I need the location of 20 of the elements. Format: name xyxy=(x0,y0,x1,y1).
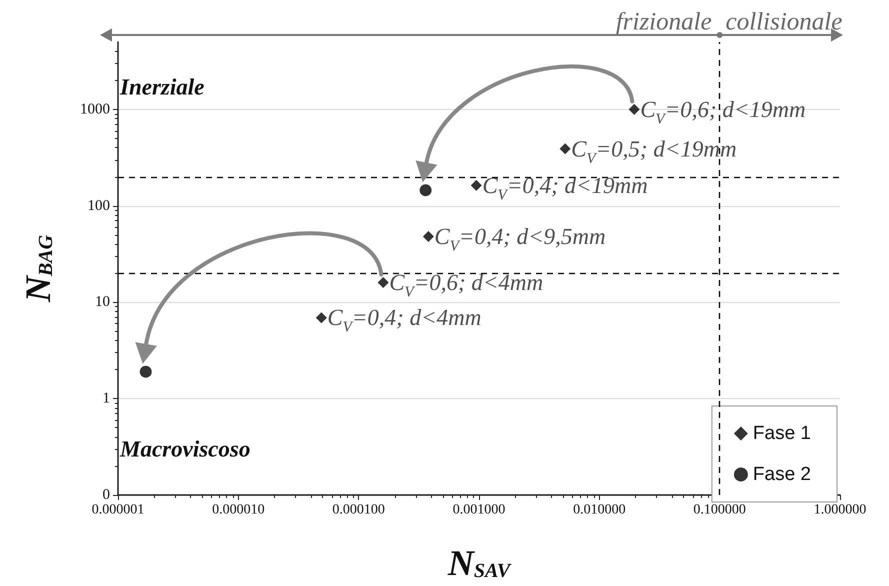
x-tick-label: 0.100000 xyxy=(693,502,746,518)
text: collisionale xyxy=(726,8,842,36)
x-tick-label: 0.000001 xyxy=(92,502,144,518)
y-tick-label: 0 xyxy=(102,487,110,503)
legend-label: Fase 1 xyxy=(752,423,812,444)
x-tick-label: 0.010000 xyxy=(573,502,626,518)
legend-label: Fase 2 xyxy=(752,464,812,485)
x-tick-label: 1.000000 xyxy=(814,502,866,518)
x-tick-label: 0.000100 xyxy=(332,502,385,518)
y-axis-title: NBAG xyxy=(18,234,58,304)
x-tick-label: 0.001000 xyxy=(452,502,506,518)
x-tick-label: 0.000010 xyxy=(212,502,265,518)
text: frizionale xyxy=(616,8,712,36)
y-tick-label: 100 xyxy=(88,198,110,214)
y-tick-label: 10 xyxy=(95,294,110,310)
x-axis-title: NSAV xyxy=(446,543,512,583)
y-tick-label: 1 xyxy=(102,390,110,407)
y-tick-label: 1000 xyxy=(80,101,110,118)
annotation: Macroviscoso xyxy=(119,436,250,462)
annotation: Inerziale xyxy=(119,74,204,100)
